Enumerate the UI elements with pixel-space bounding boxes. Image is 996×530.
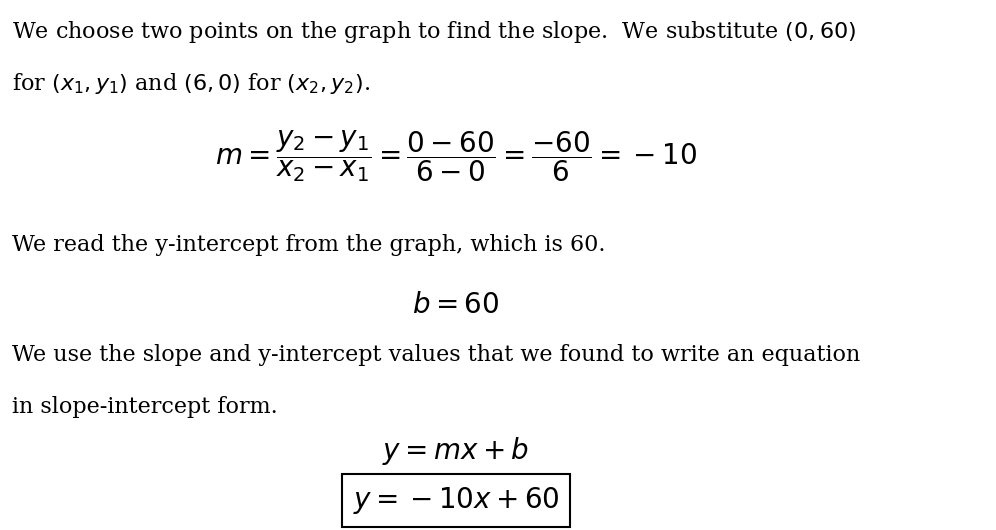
Text: $y = mx + b$: $y = mx + b$: [382, 436, 530, 467]
Text: We use the slope and y-intercept values that we found to write an equation: We use the slope and y-intercept values …: [12, 343, 861, 366]
Text: $b = 60$: $b = 60$: [412, 291, 500, 319]
Text: We read the y-intercept from the graph, which is 60.: We read the y-intercept from the graph, …: [12, 234, 606, 255]
Text: $m = \dfrac{y_2 - y_1}{x_2 - x_1} = \dfrac{0 - 60}{6 - 0} = \dfrac{-60}{6} = -10: $m = \dfrac{y_2 - y_1}{x_2 - x_1} = \dfr…: [215, 129, 697, 184]
Text: in slope-intercept form.: in slope-intercept form.: [12, 396, 278, 418]
Text: for $(x_1, y_1)$ and $(6, 0)$ for $(x_2, y_2)$.: for $(x_1, y_1)$ and $(6, 0)$ for $(x_2,…: [12, 71, 370, 96]
Text: We choose two points on the graph to find the slope.  We substitute $(0, 60)$: We choose two points on the graph to fin…: [12, 19, 856, 45]
Text: $y = -10x + 60$: $y = -10x + 60$: [353, 485, 559, 516]
